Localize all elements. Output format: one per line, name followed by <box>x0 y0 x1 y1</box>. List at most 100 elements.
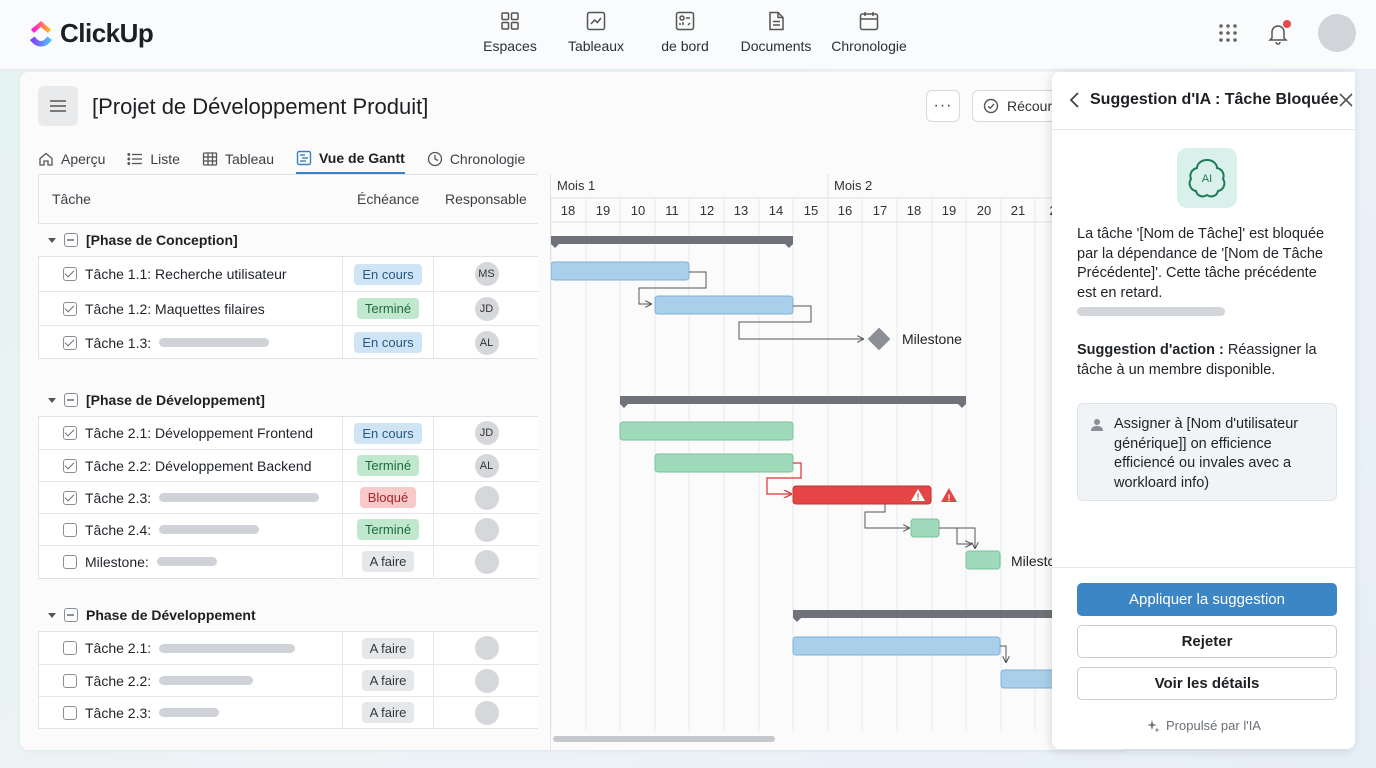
status-badge[interactable]: En cours <box>354 422 422 444</box>
svg-text:AI: AI <box>1202 173 1212 185</box>
more-options-button[interactable]: ··· <box>926 90 960 122</box>
gantt-bar-task-1-1[interactable] <box>551 261 690 281</box>
horizontal-scrollbar[interactable] <box>553 736 775 742</box>
apps-grid-icon[interactable] <box>1218 23 1238 43</box>
task-checkbox[interactable] <box>63 335 77 350</box>
status-badge[interactable]: A faire <box>361 702 415 723</box>
table-row[interactable]: Tâche 2.2: A faire <box>39 664 539 696</box>
apply-suggestion-button[interactable]: Appliquer la suggestion <box>1077 583 1337 616</box>
table-row[interactable]: Tâche 2.3: Bloqué <box>39 481 539 513</box>
task-checkbox[interactable] <box>63 554 77 569</box>
phase-summary-bar[interactable] <box>620 396 966 408</box>
owner-avatar[interactable] <box>474 549 499 574</box>
tab-liste[interactable]: Liste <box>127 144 180 174</box>
tab-vue-de-gantt[interactable]: Vue de Gantt <box>295 144 405 174</box>
nav-espaces[interactable]: Espaces <box>470 10 550 54</box>
status-badge[interactable]: Terminé <box>356 298 420 319</box>
dependency-arrow <box>638 271 707 304</box>
owner-avatar[interactable]: JD <box>474 296 499 321</box>
phase-header[interactable]: [Phase de Conception] <box>38 224 538 256</box>
gantt-bar-task-2-4[interactable] <box>910 518 940 538</box>
gantt-bar-task-2-1[interactable] <box>619 421 794 441</box>
gantt-bar-milestone[interactable] <box>965 550 1001 570</box>
task-checkbox[interactable] <box>63 267 77 281</box>
nav-tableaux[interactable]: Tableaux <box>550 10 642 54</box>
view-details-button[interactable]: Voir les détails <box>1077 667 1337 700</box>
phase-checkbox[interactable] <box>64 608 78 622</box>
task-checkbox[interactable] <box>63 673 77 688</box>
warning-icon <box>911 489 925 501</box>
owner-avatar[interactable]: AL <box>474 453 499 478</box>
close-icon[interactable] <box>1338 92 1354 108</box>
status-badge[interactable]: En cours <box>354 263 422 285</box>
status-badge[interactable]: A faire <box>361 637 415 659</box>
panel-header: Suggestion d'IA : Tâche Bloquée <box>1052 72 1355 130</box>
milestone-diamond[interactable] <box>867 327 891 351</box>
task-name: Tâche 2.3: <box>85 489 152 506</box>
owner-avatar[interactable] <box>474 517 499 542</box>
owner-avatar[interactable] <box>474 668 499 693</box>
owner-avatar[interactable]: MS <box>474 262 499 286</box>
phase-checkbox[interactable] <box>64 393 78 407</box>
nav-documents[interactable]: Documents <box>728 10 824 54</box>
collapse-caret-icon[interactable] <box>48 237 56 243</box>
phase-header[interactable]: [Phase de Développement] <box>38 384 538 416</box>
owner-avatar[interactable] <box>474 700 499 725</box>
nav-chronologie[interactable]: Chronologie <box>824 10 914 54</box>
phase-summary-bar[interactable] <box>551 236 793 248</box>
status-badge[interactable]: Terminé <box>356 455 420 476</box>
tab-chronologie[interactable]: Chronologie <box>427 144 525 174</box>
gantt-bar-task-2-2[interactable] <box>654 453 794 473</box>
recurring-label: Récour <box>1007 98 1053 114</box>
gantt-bar-task-2-3-blocked[interactable] <box>792 485 932 505</box>
table-row[interactable]: Tâche 2.3: A faire <box>39 696 539 728</box>
status-badge[interactable]: En cours <box>354 332 422 353</box>
table-row[interactable]: Tâche 1.1: Recherche utilisateur En cour… <box>39 257 539 291</box>
table-row[interactable]: Tâche 2.4: Terminé <box>39 513 539 545</box>
task-checkbox[interactable] <box>63 641 77 655</box>
task-checkbox[interactable] <box>63 705 77 720</box>
table-row[interactable]: Tâche 2.1: Développement Frontend En cou… <box>39 417 539 449</box>
table-row[interactable]: Tâche 1.3: En cours AL <box>39 325 539 359</box>
task-checkbox[interactable] <box>63 426 77 440</box>
warning-icon[interactable] <box>941 488 957 502</box>
reject-button[interactable]: Rejeter <box>1077 625 1337 658</box>
sidebar-toggle-button[interactable] <box>38 86 78 126</box>
tab-tableau[interactable]: Tableau <box>202 144 274 174</box>
owner-avatar[interactable] <box>474 485 499 510</box>
user-avatar[interactable] <box>1318 14 1356 52</box>
table-row[interactable]: Tâche 1.2: Maquettes filaires Terminé JD <box>39 291 539 325</box>
nav-tableaux-de-bord[interactable]: de bord <box>642 10 728 54</box>
collapse-caret-icon[interactable] <box>48 612 56 618</box>
owner-avatar[interactable] <box>474 636 499 660</box>
clickup-logo[interactable]: ClickUp <box>28 18 154 49</box>
tab-apercu[interactable]: Aperçu <box>38 144 105 174</box>
phase-checkbox[interactable] <box>64 233 78 247</box>
gantt-bar-task-1-2[interactable] <box>654 295 794 315</box>
owner-avatar[interactable]: AL <box>474 330 499 355</box>
status-badge[interactable]: A faire <box>361 551 415 572</box>
action-text: Réassigner la tâche à un membre disponib… <box>1077 342 1317 378</box>
redacted-text <box>156 557 217 566</box>
task-checkbox[interactable] <box>63 490 77 505</box>
table-header: Tâche Échéance Responsable <box>38 174 538 224</box>
table-row[interactable]: Milestone: A faire <box>39 545 539 577</box>
task-checkbox[interactable] <box>63 458 77 473</box>
table-row[interactable]: Tâche 2.1: A faire <box>39 632 539 664</box>
notifications-button[interactable] <box>1266 20 1291 45</box>
status-badge[interactable]: Terminé <box>356 519 420 540</box>
status-badge[interactable]: A faire <box>361 670 415 691</box>
task-checkbox[interactable] <box>63 301 77 316</box>
collapse-caret-icon[interactable] <box>48 397 56 403</box>
phase-header[interactable]: Phase de Développement <box>38 599 538 631</box>
chevron-left-icon[interactable] <box>1068 91 1082 109</box>
chart-icon <box>586 11 606 31</box>
status-badge[interactable]: Bloqué <box>359 487 417 508</box>
task-checkbox[interactable] <box>63 522 77 537</box>
phase-summary-bar[interactable] <box>793 610 1130 622</box>
table-row[interactable]: Tâche 2.2: Développement Backend Terminé… <box>39 449 539 481</box>
gantt-bar-phase3-task-2-1[interactable] <box>792 636 1001 656</box>
assignee-suggestion-card[interactable]: Assigner à [Nom d'utilisateur générique]… <box>1077 403 1337 501</box>
owner-avatar[interactable]: JD <box>474 421 499 445</box>
powered-label: Propulsé par l'IA <box>1166 718 1261 733</box>
